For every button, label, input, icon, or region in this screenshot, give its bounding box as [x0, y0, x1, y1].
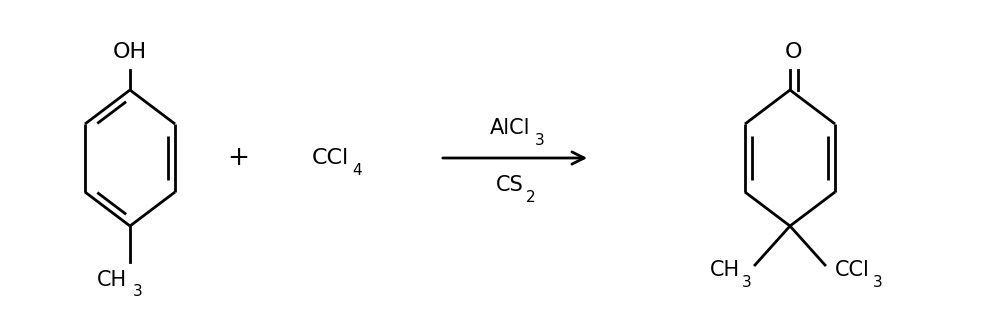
Text: 3: 3: [873, 275, 883, 290]
Text: AlCl: AlCl: [490, 118, 530, 138]
Text: 4: 4: [352, 163, 362, 178]
Text: +: +: [227, 145, 249, 171]
Text: CS: CS: [496, 175, 524, 195]
Text: 3: 3: [535, 133, 545, 148]
Text: CCl: CCl: [311, 148, 349, 168]
Text: CH: CH: [710, 260, 740, 280]
Text: O: O: [785, 42, 803, 62]
Text: 2: 2: [526, 190, 536, 205]
Text: CH: CH: [97, 270, 127, 290]
Text: 3: 3: [742, 275, 752, 290]
Text: OH: OH: [113, 42, 147, 62]
Text: 3: 3: [133, 284, 143, 299]
Text: CCl: CCl: [835, 260, 870, 280]
